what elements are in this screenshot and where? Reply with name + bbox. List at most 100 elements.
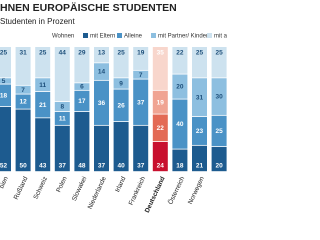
value-label: 20 bbox=[215, 163, 223, 170]
legend-label: mit ander bbox=[214, 34, 227, 40]
bar-segment bbox=[35, 78, 51, 92]
bar-segment bbox=[54, 112, 70, 125]
bar-segment bbox=[211, 115, 227, 147]
bar-segment bbox=[152, 114, 168, 142]
bar-segment bbox=[0, 107, 11, 172]
value-label: 29 bbox=[78, 50, 86, 57]
x-tick-label: Norwegen bbox=[187, 175, 206, 205]
bar-segment bbox=[172, 47, 188, 74]
value-label: 37 bbox=[59, 163, 67, 170]
value-label: 52 bbox=[0, 163, 7, 170]
value-label: 5 bbox=[2, 78, 6, 85]
bar-segment bbox=[15, 94, 31, 109]
value-label: 19 bbox=[137, 50, 145, 57]
value-label: 11 bbox=[39, 82, 46, 89]
legend-label: mit Eltern bbox=[90, 34, 115, 40]
value-label: 30 bbox=[215, 94, 223, 101]
value-label: 31 bbox=[196, 94, 204, 101]
bar-segment bbox=[192, 145, 207, 172]
value-label: 7 bbox=[139, 72, 143, 79]
bar-segment bbox=[133, 47, 149, 70]
x-tick-label: Deutschland bbox=[144, 176, 167, 214]
bar-segment bbox=[192, 47, 207, 78]
value-label: 22 bbox=[157, 125, 165, 132]
x-tick-label: Rußland bbox=[13, 175, 30, 201]
bar-segment bbox=[0, 84, 11, 107]
bar-segment bbox=[54, 125, 70, 172]
value-label: 14 bbox=[98, 69, 106, 76]
x-tick-label: Polen bbox=[55, 175, 69, 193]
value-label: 21 bbox=[39, 102, 47, 109]
bar-segment bbox=[113, 122, 129, 172]
value-label: 22 bbox=[176, 50, 184, 57]
chart: HNEN EUROPÄISCHE STUDENTEN Studenten in … bbox=[0, 1, 227, 214]
bar-segment bbox=[54, 47, 70, 102]
value-label: 44 bbox=[59, 50, 67, 57]
bar-segment bbox=[15, 109, 31, 172]
bar-segment bbox=[0, 78, 11, 84]
value-label: 6 bbox=[80, 84, 84, 91]
bar-segment bbox=[133, 70, 149, 79]
value-label: 37 bbox=[137, 163, 145, 170]
bar-segment bbox=[94, 80, 109, 125]
bar-segment bbox=[35, 47, 51, 78]
value-label: 40 bbox=[176, 121, 184, 128]
x-tick-label: Frankreich bbox=[128, 175, 147, 206]
value-label: 18 bbox=[0, 92, 7, 99]
legend-label: Alleine bbox=[124, 34, 143, 40]
value-label: 21 bbox=[196, 163, 204, 170]
value-label: 40 bbox=[117, 163, 125, 170]
value-label: 20 bbox=[176, 84, 184, 91]
value-label: 50 bbox=[19, 163, 27, 170]
x-tick-label: bien bbox=[0, 175, 10, 189]
bar-segment bbox=[113, 47, 129, 78]
value-label: 35 bbox=[157, 50, 165, 57]
value-label: 37 bbox=[98, 163, 106, 170]
bar-segment bbox=[74, 47, 90, 83]
value-label: 25 bbox=[0, 50, 7, 57]
bar-segment bbox=[113, 78, 129, 89]
bar-segment bbox=[35, 92, 51, 118]
bar-segment bbox=[133, 79, 149, 125]
legend-swatch bbox=[117, 33, 122, 38]
value-label: 25 bbox=[215, 128, 223, 135]
value-label: 19 bbox=[157, 99, 165, 106]
bar-segment bbox=[211, 147, 227, 172]
value-label: 31 bbox=[19, 50, 27, 57]
value-label: 8 bbox=[60, 104, 64, 111]
bar-segment bbox=[172, 74, 188, 99]
x-tick-label: Irland bbox=[114, 175, 127, 193]
value-label: 37 bbox=[137, 99, 145, 106]
legend-swatch bbox=[151, 33, 156, 38]
value-label: 48 bbox=[78, 163, 86, 170]
legend-title: Wohnen bbox=[52, 34, 74, 40]
x-tick-label: Schweiz bbox=[32, 176, 49, 201]
bar-segment bbox=[15, 85, 31, 94]
bar-segment bbox=[74, 83, 90, 90]
bar-segment bbox=[133, 125, 149, 172]
bar-segment bbox=[172, 149, 188, 172]
bar-segment bbox=[94, 125, 109, 172]
bar-segment bbox=[211, 47, 227, 78]
legend-swatch bbox=[207, 33, 212, 38]
x-tick-label: Niederlande bbox=[87, 175, 108, 210]
legend-label: mit Partner/ Kindern bbox=[158, 34, 211, 40]
legend-swatch bbox=[83, 33, 88, 38]
bar-segment bbox=[94, 63, 109, 80]
value-label: 25 bbox=[39, 50, 47, 57]
bar-segment bbox=[113, 89, 129, 122]
bar-segment bbox=[0, 47, 11, 78]
value-label: 36 bbox=[98, 100, 106, 107]
value-label: 17 bbox=[78, 98, 86, 105]
value-label: 9 bbox=[119, 81, 123, 88]
value-label: 7 bbox=[21, 87, 25, 94]
bar-segment bbox=[54, 102, 70, 112]
bar-segment bbox=[74, 90, 90, 112]
x-tick-label: Österreich bbox=[166, 175, 186, 206]
value-label: 18 bbox=[176, 163, 184, 170]
value-label: 26 bbox=[117, 102, 125, 109]
bar-segment bbox=[74, 112, 90, 172]
value-label: 25 bbox=[196, 50, 204, 57]
value-label: 23 bbox=[196, 128, 204, 135]
bar-segment bbox=[15, 47, 31, 85]
